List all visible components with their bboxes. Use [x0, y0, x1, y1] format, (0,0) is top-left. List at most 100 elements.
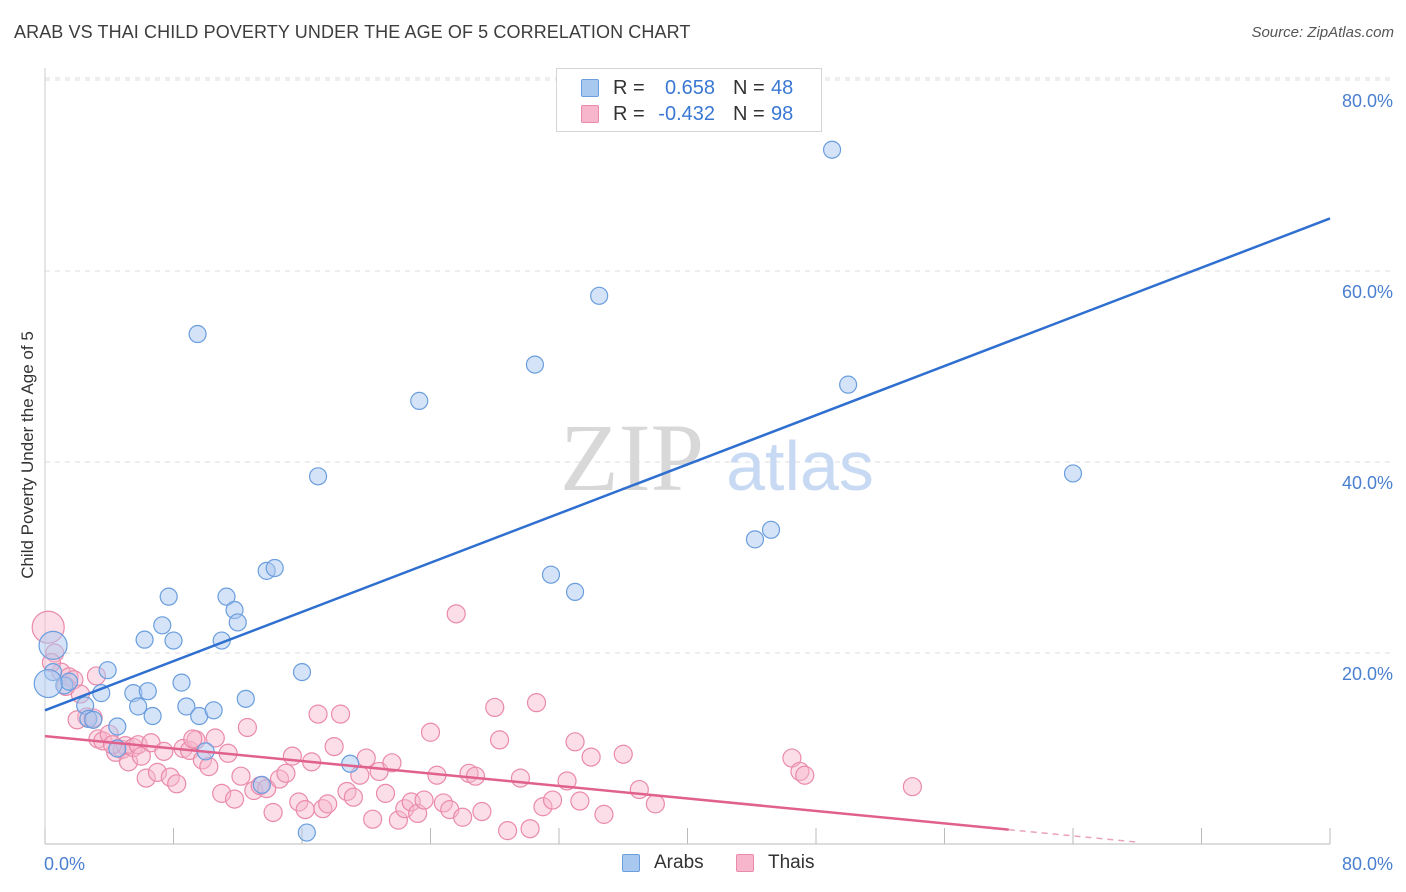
arabs-swatch-icon	[581, 79, 599, 97]
arab-point	[565, 582, 585, 601]
arab-point	[172, 673, 191, 692]
arab-point	[217, 587, 236, 606]
thai-point	[343, 787, 363, 807]
y-axis-label: Child Poverty Under the Age of 5	[18, 331, 37, 579]
thais-legend-icon	[736, 854, 754, 872]
y-tick-label: 40.0%	[1342, 473, 1393, 493]
thai-point	[147, 762, 168, 782]
r-label: R =	[613, 77, 645, 99]
thai-point	[453, 807, 473, 827]
thai-point	[542, 790, 563, 810]
arab-point	[590, 286, 609, 305]
arab-point	[265, 558, 284, 578]
legend-row-arabs: R = 0.658 N = 48	[557, 75, 821, 103]
thai-point	[629, 779, 649, 800]
arab-point	[839, 375, 858, 394]
chart-title: ARAB VS THAI CHILD POVERTY UNDER THE AGE…	[14, 22, 691, 42]
thai-point	[282, 746, 302, 766]
arab-point	[297, 823, 316, 842]
arab-point	[204, 701, 223, 720]
thais-legend-label: Thais	[768, 852, 815, 873]
gridlines	[45, 77, 1392, 654]
tick-labels: 20.0% 40.0% 60.0% 80.0% 0.0% 80.0%	[44, 91, 1393, 874]
arab-point	[745, 530, 765, 549]
x-tick-label-min: 0.0%	[44, 854, 85, 874]
thai-point	[237, 717, 257, 738]
n-label: N =	[733, 77, 765, 99]
thai-point	[414, 790, 434, 810]
thai-point	[131, 746, 151, 766]
thai-point	[199, 757, 219, 777]
thai-point	[420, 722, 441, 742]
arab-point	[164, 631, 183, 650]
thai-point	[154, 741, 174, 761]
thai-point	[205, 728, 225, 748]
thai-point	[613, 744, 633, 764]
arabs-legend-icon	[622, 854, 640, 872]
arab-point	[135, 630, 154, 649]
thai-point	[167, 774, 187, 794]
thai-point	[795, 765, 815, 785]
thai-point	[363, 809, 383, 829]
y-tick-label: 60.0%	[1342, 282, 1393, 302]
thai-point	[645, 794, 665, 814]
arabs-trend-line	[44, 217, 1331, 712]
thai-point	[224, 789, 245, 809]
arab-point	[59, 672, 79, 691]
arab-point	[541, 565, 561, 584]
r-label: R =	[613, 103, 645, 125]
arab-point	[292, 662, 312, 682]
correlation-legend: R = 0.658 N = 48 R = -0.432 N = 98	[556, 68, 822, 132]
thai-point	[183, 729, 203, 749]
arabs-legend-label: Arabs	[654, 852, 704, 873]
arab-points	[33, 140, 1083, 842]
axes	[44, 68, 1331, 845]
watermark-atlas: atlas	[726, 427, 874, 505]
arab-point	[341, 754, 360, 773]
thai-point	[565, 732, 585, 752]
watermark-zip: ZIP	[560, 404, 704, 511]
x-tick-label-max: 80.0%	[1342, 854, 1393, 874]
arab-point	[143, 706, 162, 726]
arab-point	[129, 697, 148, 716]
thai-point	[318, 794, 338, 814]
thai-point	[324, 736, 344, 757]
arab-point	[98, 661, 117, 680]
thai-point	[498, 821, 518, 841]
thai-point	[510, 768, 531, 788]
thai-point	[533, 797, 553, 817]
arab-point	[228, 613, 247, 632]
arab-point	[177, 697, 196, 716]
arab-point	[252, 775, 271, 794]
thai-point	[276, 763, 296, 783]
arabs-n-value: 48	[771, 77, 794, 99]
arab-point	[236, 689, 255, 708]
arab-point	[410, 391, 429, 410]
legend-row-thais: R = -0.432 N = 98	[557, 101, 821, 129]
thai-point	[231, 766, 251, 786]
arab-point	[822, 140, 842, 159]
watermark: ZIP atlas	[560, 404, 874, 511]
thais-trend-line	[44, 734, 1009, 831]
source-label: Source: ZipAtlas.com	[1251, 24, 1394, 41]
arab-point	[153, 616, 172, 635]
arab-point	[188, 324, 207, 344]
thai-point	[289, 792, 309, 812]
thai-point	[594, 804, 614, 824]
arab-point	[108, 717, 127, 736]
thai-point	[136, 768, 156, 788]
thais-swatch-icon	[581, 105, 599, 123]
thai-point	[581, 747, 601, 767]
thai-point	[570, 791, 590, 811]
y-tick-label: 80.0%	[1342, 91, 1393, 111]
arab-point	[159, 587, 178, 606]
thai-point	[382, 753, 402, 773]
thai-point	[263, 802, 283, 823]
arab-point	[84, 710, 103, 729]
arab-point	[308, 467, 328, 486]
arab-point	[33, 668, 63, 699]
thai-point	[485, 697, 505, 718]
n-label: N =	[733, 103, 765, 125]
thai-point	[375, 783, 396, 803]
